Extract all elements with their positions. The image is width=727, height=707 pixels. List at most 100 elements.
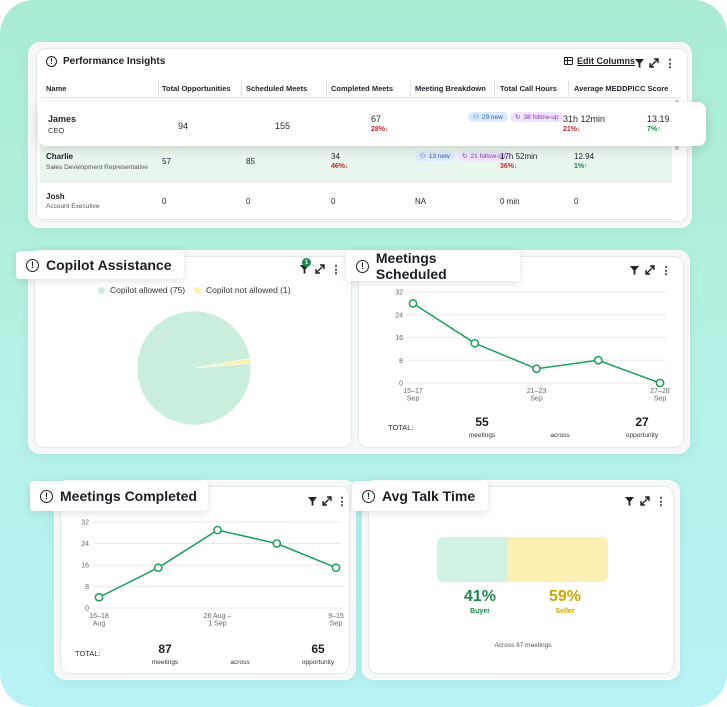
column-header-meeting-breakdown[interactable]: Meeting Breakdown (415, 84, 486, 93)
row-breakdown: ⚇ 13 new ↻ 21 follow-up (415, 149, 511, 161)
column-header-name[interactable]: Name (46, 84, 67, 93)
row-score: 13.19 7%↑ (647, 114, 670, 133)
column-header-total-call-hours[interactable]: Total Call Hours (500, 84, 557, 93)
row-opportunities: 94 (178, 121, 189, 131)
row-call-hours: 17h 52min 36%↓ (500, 152, 538, 170)
data-point[interactable] (331, 563, 341, 573)
meetings-completed-title-card: ! Meetings Completed (30, 481, 208, 511)
expand-icon[interactable] (313, 262, 327, 276)
talk-time-bar (437, 537, 608, 582)
y-tick-label: 16 (395, 335, 403, 342)
x-tick-label: 15–17 (403, 388, 423, 395)
filter-icon[interactable] (632, 56, 646, 70)
edit-columns-button[interactable]: Edit Columns (564, 56, 635, 66)
meetings-completed-panel (60, 486, 350, 674)
column-header-total-opportunities[interactable]: Total Opportunities (162, 84, 231, 93)
row-name: James CEO (48, 114, 77, 135)
total-meetings-value: 55 (475, 415, 489, 429)
across-label: across (550, 432, 570, 439)
x-tick-label: 1 Sep (208, 621, 226, 628)
total-meetings-value: 87 (158, 642, 172, 656)
row-call-hours: 0 min (500, 197, 520, 206)
column-header-completed-meets[interactable]: Completed Meets (331, 84, 394, 93)
filter-icon[interactable] (622, 494, 636, 508)
users-icon: ⚇ (420, 153, 426, 160)
y-tick-label: 0 (85, 606, 89, 613)
pie-slice[interactable] (193, 358, 252, 369)
seller-label: Seller (555, 608, 575, 615)
total-label: TOTAL: (75, 649, 101, 658)
columns-icon (564, 57, 573, 65)
row-name: Charlie Sales Development Representative (46, 152, 148, 171)
x-tick-label: Sep (654, 396, 667, 403)
y-tick-label: 24 (395, 312, 403, 319)
more-options-icon[interactable]: ⋮ (330, 263, 342, 276)
seller-segment (507, 537, 608, 582)
buyer-label: Buyer (470, 608, 490, 615)
filter-icon[interactable] (305, 494, 319, 508)
data-point[interactable] (593, 355, 603, 365)
row-opportunities: 57 (162, 157, 171, 166)
total-opportunity-value: 65 (311, 642, 325, 656)
data-point[interactable] (655, 378, 665, 388)
info-icon: ! (26, 258, 39, 272)
copilot-title: Copilot Assistance (46, 257, 172, 273)
legend-item: Copilot not allowed (1) (194, 285, 291, 295)
y-tick-label: 0 (399, 381, 403, 388)
data-point[interactable] (153, 563, 163, 573)
table-header-row (40, 76, 680, 98)
data-point[interactable] (532, 364, 541, 374)
row-completed: 0 (331, 197, 336, 206)
y-tick-label: 32 (81, 520, 89, 527)
expand-icon[interactable] (647, 56, 661, 70)
series-line (98, 529, 337, 598)
data-point[interactable] (470, 338, 480, 348)
y-tick-label: 24 (81, 541, 89, 548)
total-opportunity-unit: opportunity (301, 659, 335, 666)
row-score: 12.94 1%↑ (574, 152, 595, 170)
info-icon: ! (356, 259, 369, 273)
expand-icon[interactable] (638, 494, 652, 508)
performance-insights-header: ! Performance Insights (46, 56, 165, 67)
total-meetings-unit: meetings (468, 432, 496, 439)
meetings-scheduled-panel (358, 256, 684, 448)
meetings-scheduled-title: Meetings Scheduled (375, 250, 447, 282)
row-completed: 67 28%↓ (371, 114, 389, 133)
edit-columns-label: Edit Columns (577, 56, 635, 66)
filter-count-badge: 1 (302, 258, 311, 267)
row-name: Josh Account Executive (46, 192, 100, 210)
legend-swatch (98, 286, 105, 294)
info-icon: ! (362, 489, 375, 503)
row-scheduled: 0 (246, 197, 251, 206)
info-icon: ! (40, 489, 53, 503)
x-tick-label: 16–18 (89, 613, 109, 620)
more-options-icon[interactable]: ⋮ (655, 495, 667, 508)
more-options-icon[interactable]: ⋮ (660, 264, 672, 277)
table-row[interactable] (40, 144, 672, 182)
data-point[interactable] (272, 539, 282, 548)
expand-icon[interactable] (320, 494, 334, 508)
avg-talk-time-title-card: ! Avg Talk Time (352, 481, 488, 511)
x-tick-label: Aug (93, 621, 106, 628)
y-tick-label: 32 (395, 290, 403, 297)
data-point[interactable] (213, 525, 222, 535)
data-point[interactable] (94, 592, 104, 602)
filter-icon[interactable] (627, 263, 641, 277)
table-row[interactable] (40, 182, 672, 220)
row-call-hours: 31h 12min 21%↓ (563, 114, 606, 133)
column-header-scheduled-meets[interactable]: Scheduled Meets (246, 84, 308, 93)
performance-insights-title: Performance Insights (63, 56, 166, 67)
row-breakdown: ⚇ 29 new ↻ 38 follow-up (468, 110, 564, 122)
table-row-highlighted[interactable] (38, 102, 706, 146)
more-options-icon[interactable]: ⋮ (336, 495, 348, 508)
x-tick-label: Sep (530, 396, 543, 403)
buyer-percentage: 41% (463, 588, 497, 605)
expand-icon[interactable] (643, 263, 657, 277)
followup-badge: ↻ 38 follow-up (510, 112, 564, 122)
legend-swatch (194, 286, 201, 294)
column-header-meddpicc-score[interactable]: Average MEDDPICC Score (574, 84, 669, 93)
info-icon: ! (46, 56, 57, 67)
data-point[interactable] (408, 299, 418, 308)
more-options-icon[interactable]: ⋮ (664, 57, 676, 70)
